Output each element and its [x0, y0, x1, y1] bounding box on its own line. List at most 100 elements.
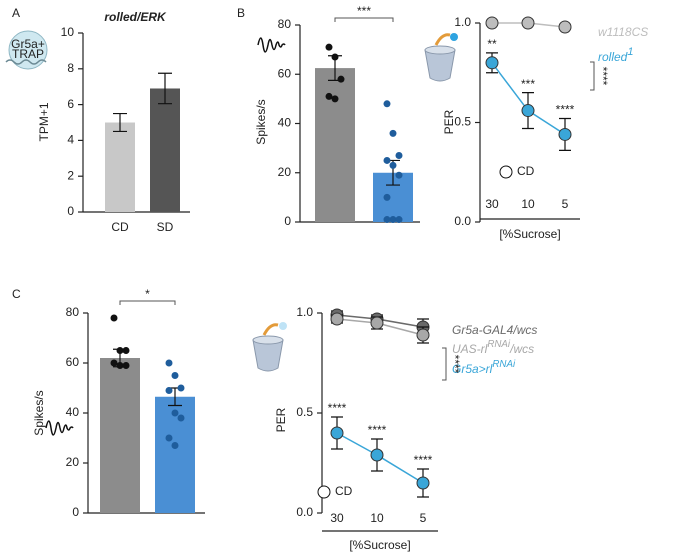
legend-marker: [317, 485, 331, 499]
x-tick-label: CD: [111, 220, 129, 234]
y-tick-label: 2: [67, 168, 74, 182]
marker: [558, 20, 572, 34]
spike-icon: [45, 420, 74, 436]
y-tick-label: 1.0: [454, 15, 471, 29]
legend-label: CD: [335, 484, 353, 498]
marker: [370, 316, 384, 330]
y-tick-label: 6: [67, 97, 74, 111]
data-point: [389, 161, 397, 169]
legend-label: UAS-rlRNAi/wcs: [452, 339, 534, 357]
y-tick-label: 20: [278, 165, 292, 179]
legend-name: rolled: [598, 50, 628, 64]
data-point: [383, 100, 391, 108]
data-point: [331, 95, 339, 103]
y-axis-label: Spikes/s: [32, 390, 46, 435]
marker: [416, 328, 430, 342]
data-point: [165, 387, 173, 394]
y-tick-label: 40: [278, 116, 292, 130]
y-tick-label: 0: [67, 204, 74, 218]
y-tick-label: 0.0: [296, 505, 313, 519]
marker: [416, 476, 430, 490]
y-axis-label: PER: [274, 407, 288, 432]
bar: [105, 122, 135, 212]
data-point: [116, 347, 124, 354]
data-point: [331, 53, 339, 61]
data-point: [165, 434, 173, 442]
panel-letter: A: [12, 6, 20, 20]
y-tick-label: 60: [278, 66, 292, 80]
legend-name: Gr5a>rl: [452, 362, 493, 376]
data-point: [389, 216, 397, 224]
data-point: [395, 152, 403, 160]
marker: [521, 16, 535, 30]
y-tick-label: 0.5: [296, 405, 313, 419]
icon-label: TRAP: [12, 47, 44, 61]
significance-bracket: [442, 347, 447, 381]
data-point: [122, 347, 130, 354]
marker: [330, 426, 344, 440]
significance: *: [145, 287, 150, 301]
marker: [370, 448, 384, 462]
y-tick-label: 4: [67, 133, 74, 147]
y-tick-label: 60: [66, 355, 80, 369]
error-bar: [158, 72, 172, 105]
y-tick-label: 80: [66, 305, 80, 319]
fly-icon: [424, 33, 458, 82]
x-tick-label: 5: [562, 197, 569, 211]
data-point: [171, 372, 179, 379]
legend-label: w1118CS: [598, 25, 648, 39]
y-tick-label: 1.0: [296, 305, 313, 319]
marker: [330, 312, 344, 326]
data-point: [325, 92, 333, 100]
y-axis-label: PER: [442, 109, 456, 134]
x-tick-label: 5: [420, 511, 427, 525]
data-point: [171, 409, 179, 417]
marker: [558, 127, 572, 141]
icon-label: Gr5a+: [11, 37, 45, 51]
data-point: [165, 359, 173, 367]
data-point: [325, 43, 333, 51]
y-axis-label: TPM+1: [37, 102, 51, 141]
significance: ****: [556, 103, 575, 117]
significance-bracket: [334, 17, 394, 22]
legend-label: CD: [517, 164, 535, 178]
significance: ***: [357, 4, 371, 18]
chart-title: rolled/ERK: [104, 10, 167, 24]
error-bar: [113, 112, 127, 133]
data-point: [337, 75, 345, 83]
data-point: [171, 442, 179, 449]
y-tick-label: 40: [66, 405, 80, 419]
marker: [521, 104, 535, 118]
significance-bracket: [119, 300, 176, 305]
data-point: [122, 362, 130, 369]
data-point: [395, 171, 403, 179]
data-point: [383, 156, 391, 164]
y-tick-label: 20: [66, 455, 80, 469]
legend-label: Gr5a>rlRNAi: [452, 359, 516, 377]
bar: [315, 68, 355, 222]
legend-suffix: /wcs: [509, 342, 534, 356]
significance: ****: [328, 401, 347, 415]
marker: [485, 16, 499, 30]
legend-sup: RNAi: [492, 359, 516, 370]
significance: ****: [596, 67, 610, 86]
legend-marker: [499, 165, 513, 179]
significance: ****: [414, 453, 433, 467]
x-tick-label: SD: [157, 220, 174, 234]
significance: ***: [521, 77, 535, 91]
x-tick-label: 10: [370, 511, 384, 525]
x-axis-label: [%Sucrose]: [349, 538, 410, 552]
legend-label: Gr5a-GAL4/wcs: [452, 323, 537, 337]
significance: ****: [368, 423, 387, 437]
data-point: [177, 414, 185, 422]
y-tick-label: 10: [61, 25, 75, 39]
y-tick-label: 0: [284, 214, 291, 228]
data-point: [110, 314, 118, 322]
y-tick-label: 0.0: [454, 214, 471, 228]
legend-sup: 1: [627, 46, 633, 58]
panel-letter: C: [12, 287, 21, 301]
y-tick-label: 8: [67, 61, 74, 75]
y-tick-label: 0.5: [454, 115, 471, 129]
significance: **: [487, 37, 497, 51]
